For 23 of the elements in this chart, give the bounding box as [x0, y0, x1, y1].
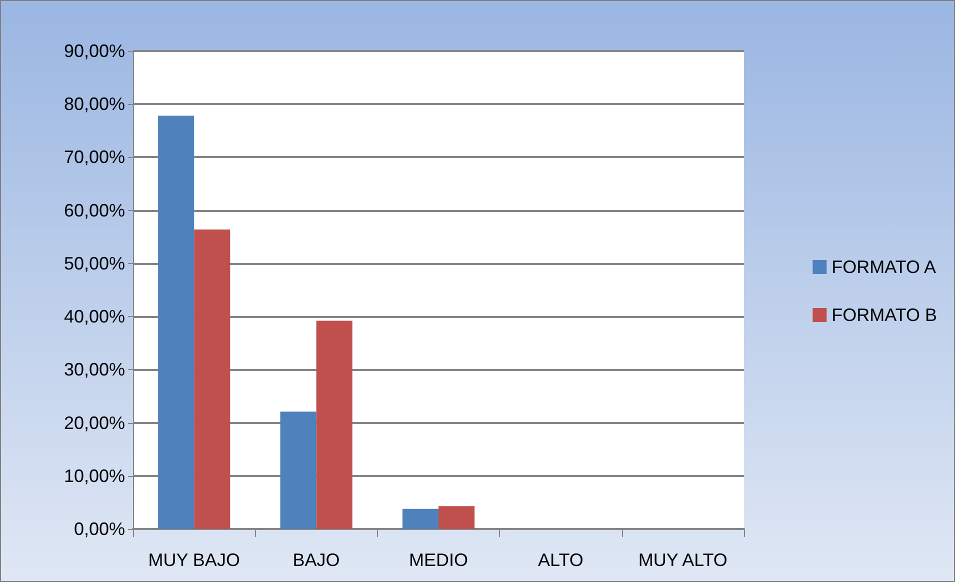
y-tick-label: 50,00% — [64, 253, 125, 274]
x-tick-label: BAJO — [292, 550, 340, 570]
bar — [316, 320, 352, 529]
bar — [438, 506, 475, 529]
y-tick-label: 0,00% — [74, 519, 125, 539]
x-tick-label: MUY ALTO — [638, 550, 728, 570]
y-tick-label: 30,00% — [64, 360, 125, 380]
bar — [158, 116, 194, 529]
x-tick-label: MEDIO — [408, 550, 468, 570]
legend-label: FORMATO B — [832, 305, 938, 325]
y-tick-label: 10,00% — [64, 466, 125, 486]
bar — [280, 412, 316, 529]
y-tick-label: 80,00% — [64, 94, 125, 114]
x-tick-label: ALTO — [538, 550, 584, 570]
bar — [402, 508, 438, 529]
y-tick-label: 90,00% — [64, 41, 125, 61]
y-tick-label: 40,00% — [64, 306, 125, 327]
y-tick-label: 20,00% — [64, 412, 125, 433]
y-tick-label: 70,00% — [64, 147, 125, 168]
bar — [194, 229, 230, 529]
legend-label: FORMATO A — [832, 257, 936, 277]
y-tick-label: 60,00% — [64, 200, 125, 220]
x-tick-label: MUY BAJO — [148, 550, 240, 570]
